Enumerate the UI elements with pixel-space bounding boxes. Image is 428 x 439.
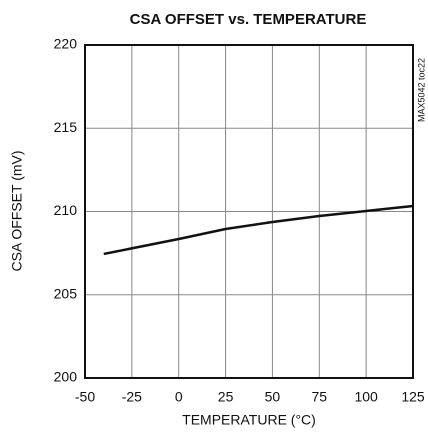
x-tick-label: 50 [265, 389, 281, 405]
plot-frame [84, 44, 414, 379]
x-tick-label: -25 [122, 389, 142, 405]
y-tick-label: 210 [54, 202, 78, 218]
data-line [103, 204, 414, 256]
x-axis-label: TEMPERATURE (°C) [182, 412, 316, 428]
x-tick-label: -50 [75, 389, 95, 405]
x-tick-label: 75 [311, 389, 327, 405]
x-tick-label: 0 [175, 389, 183, 405]
y-axis-label: CSA OFFSET (mV) [9, 150, 25, 271]
x-tick-label: 100 [354, 389, 378, 405]
y-tick-label: 220 [54, 36, 78, 52]
y-tick-label: 215 [54, 119, 78, 135]
annotation: MAX5042 toc22 [416, 58, 426, 122]
x-tick-label: 125 [401, 389, 425, 405]
chart-title: CSA OFFSET vs. TEMPERATURE [130, 11, 367, 28]
y-tick-label: 205 [54, 285, 78, 301]
x-tick-label: 25 [218, 389, 234, 405]
y-tick-label: 200 [54, 369, 78, 385]
